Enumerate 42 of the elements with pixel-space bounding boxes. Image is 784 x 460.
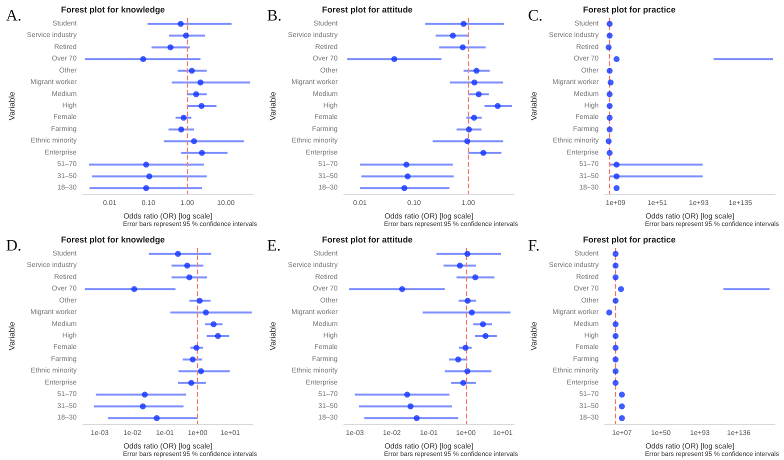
point [606,103,613,109]
point [606,68,613,74]
point [460,380,466,386]
point [468,310,475,316]
y-axis-title: Variable [8,91,16,120]
point [606,20,613,27]
point [462,344,469,351]
point [606,114,613,121]
point [614,173,620,180]
chart-title: Forest plot for attitude [322,4,413,14]
point [606,91,613,98]
text: E. [267,238,281,254]
point [608,80,614,86]
point [614,185,620,192]
point [606,32,613,39]
point [614,162,620,168]
chart-title: Forest plot for practice [583,234,676,244]
chart-title: Forest plot for attitude [322,234,413,244]
y-axis-title: Variable [530,321,538,350]
y-axis-title: Variable [530,91,538,120]
text: B. [267,8,282,24]
point [472,274,478,280]
y-axis-title: Variable [8,321,16,350]
point [464,250,470,257]
text: F. [528,238,540,254]
point [606,150,613,156]
text: A. [6,8,22,24]
point [614,56,620,62]
point [464,298,471,304]
chart-title: Forest plot for knowledge [61,4,166,14]
y-axis-title: Variable [268,321,278,350]
text: D. [6,238,22,254]
point [606,44,612,50]
y-axis-title: Variable [268,91,278,120]
point [606,126,613,132]
chart-title: Forest plot for knowledge [61,234,166,244]
chart-title: Forest plot for practice [583,4,676,14]
point [456,262,463,269]
point [455,356,462,362]
point [464,368,470,374]
point [606,138,612,144]
text: C. [528,8,543,24]
